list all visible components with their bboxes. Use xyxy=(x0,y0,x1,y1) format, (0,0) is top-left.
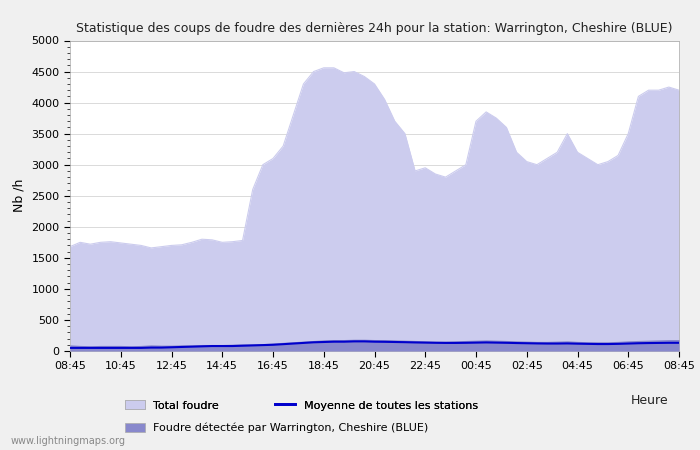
Legend: Total foudre, Moyenne de toutes les stations: Total foudre, Moyenne de toutes les stat… xyxy=(125,400,478,411)
Text: Heure: Heure xyxy=(631,394,668,407)
Legend: Foudre détectée par Warrington, Cheshire (BLUE): Foudre détectée par Warrington, Cheshire… xyxy=(125,423,428,433)
Y-axis label: Nb /h: Nb /h xyxy=(13,179,26,212)
Text: www.lightningmaps.org: www.lightningmaps.org xyxy=(10,436,125,446)
Title: Statistique des coups de foudre des dernières 24h pour la station: Warrington, C: Statistique des coups de foudre des dern… xyxy=(76,22,673,35)
